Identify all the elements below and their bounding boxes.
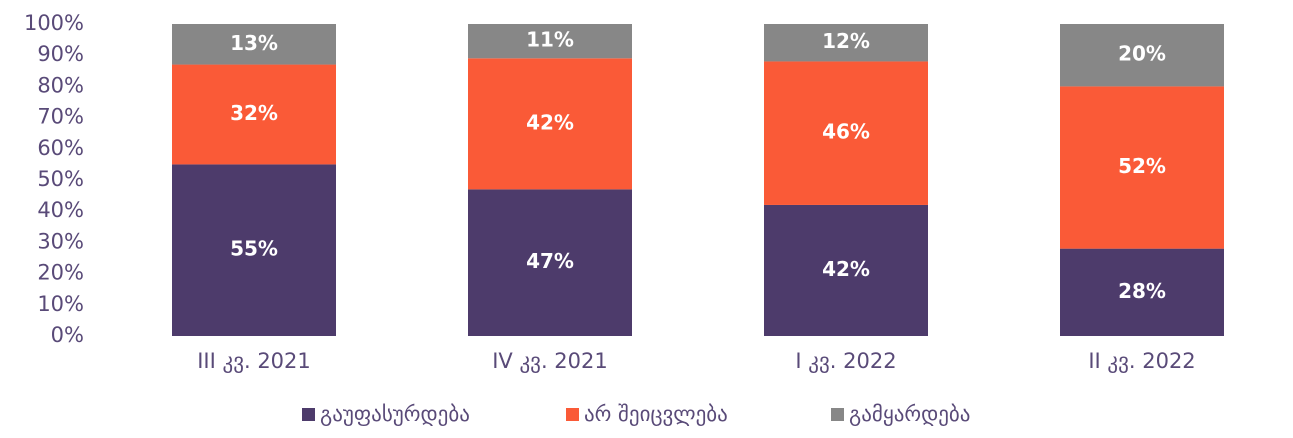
x-tick-label: II კვ. 2022 [1088, 349, 1195, 373]
y-tick-label: 30% [37, 229, 84, 253]
y-tick-label: 50% [37, 167, 84, 191]
y-tick-label: 20% [37, 261, 84, 285]
bar-segment [172, 164, 336, 336]
data-label: 52% [1118, 154, 1166, 178]
data-label: 28% [1118, 279, 1166, 303]
legend-swatch [831, 408, 844, 421]
x-tick-label: IV კვ. 2021 [492, 349, 608, 373]
bar-segment [764, 61, 928, 205]
y-tick-label: 70% [37, 105, 84, 129]
y-tick-label: 0% [51, 323, 84, 347]
data-label: 13% [230, 31, 278, 55]
legend-label: გაუფასურდება [320, 402, 470, 426]
y-tick-label: 60% [37, 136, 84, 160]
data-label: 47% [526, 249, 574, 273]
data-label: 42% [526, 110, 574, 134]
data-label: 12% [822, 29, 870, 53]
y-tick-label: 80% [37, 73, 84, 97]
bar-segment [764, 204, 928, 336]
bar-segment [1060, 86, 1224, 249]
y-tick-label: 40% [37, 198, 84, 222]
legend-swatch [566, 408, 579, 421]
y-tick-label: 100% [24, 11, 84, 35]
bar-segment [468, 58, 632, 190]
bar-segment [1060, 248, 1224, 336]
bar-segment [172, 24, 336, 65]
data-label: 32% [230, 101, 278, 125]
bar-segment [468, 24, 632, 59]
data-label: 46% [822, 120, 870, 144]
data-label: 11% [526, 28, 574, 52]
legend-label: გამყარდება [849, 402, 970, 426]
x-tick-label: I კვ. 2022 [795, 349, 896, 373]
data-label: 42% [822, 257, 870, 281]
legend-label: არ შეიცვლება [584, 402, 728, 426]
y-tick-label: 90% [37, 42, 84, 66]
x-tick-label: III კვ. 2021 [197, 349, 311, 373]
bar-segment [1060, 24, 1224, 87]
data-label: 20% [1118, 42, 1166, 66]
bar-segment [468, 189, 632, 336]
y-tick-label: 10% [37, 292, 84, 316]
bar-segment [764, 24, 928, 62]
bar-segment [172, 64, 336, 165]
legend-swatch [302, 408, 315, 421]
data-label: 55% [230, 237, 278, 261]
